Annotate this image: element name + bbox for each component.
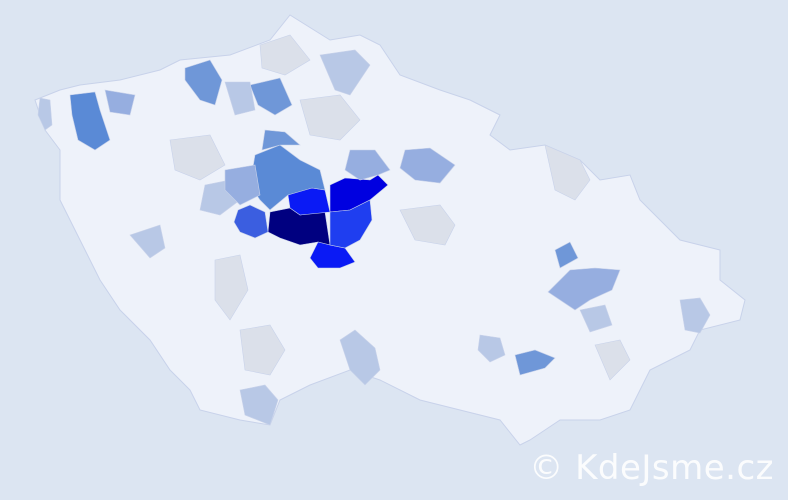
country-outline [34, 14, 746, 446]
district-region [184, 59, 223, 106]
district-region [399, 204, 456, 246]
district-region [594, 339, 631, 381]
district-region [554, 241, 579, 269]
district-region [544, 144, 591, 201]
district-region [547, 267, 621, 311]
district-region [329, 199, 373, 249]
district-region [239, 324, 286, 376]
district-region [579, 304, 613, 333]
district-region [224, 81, 256, 116]
region-layer [37, 34, 711, 426]
district-region [37, 97, 53, 131]
district-region [339, 329, 381, 386]
district-region [249, 77, 293, 116]
district-region [399, 147, 456, 184]
district-region [477, 334, 506, 363]
district-region [514, 349, 556, 376]
district-region [69, 91, 111, 151]
district-region [239, 384, 279, 426]
district-region [259, 34, 311, 76]
district-region [224, 164, 261, 206]
watermark: © KdeJsme.cz [529, 448, 774, 488]
district-region [299, 94, 361, 141]
district-region [214, 254, 249, 321]
district-region [319, 49, 371, 96]
district-region [344, 149, 391, 181]
district-region [129, 224, 166, 259]
district-region [233, 204, 269, 239]
district-region [679, 297, 711, 334]
district-region [104, 89, 136, 116]
district-region [169, 134, 226, 181]
district-region [261, 129, 301, 151]
